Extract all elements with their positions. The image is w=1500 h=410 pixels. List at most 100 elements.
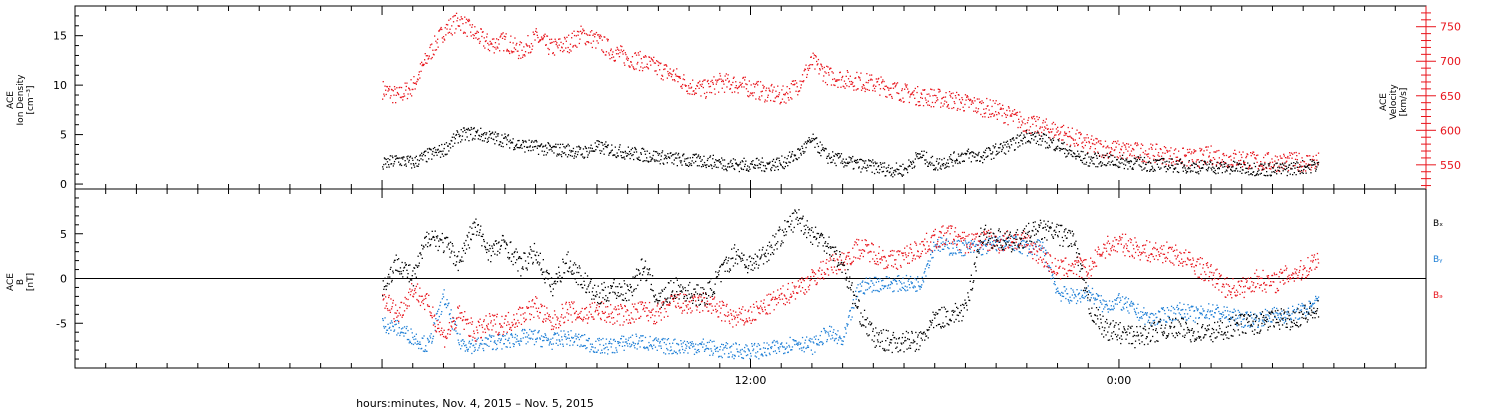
density-point bbox=[1058, 140, 1060, 142]
velocity-point bbox=[1309, 164, 1311, 166]
by-point bbox=[1112, 309, 1114, 311]
velocity-point bbox=[1245, 155, 1248, 157]
by-point bbox=[663, 352, 665, 354]
velocity-point bbox=[1094, 143, 1096, 146]
by-point bbox=[499, 333, 501, 336]
density-point bbox=[1172, 171, 1174, 173]
velocity-point bbox=[816, 64, 818, 66]
by-point bbox=[1192, 305, 1194, 308]
by-point bbox=[863, 292, 865, 294]
density-point bbox=[1155, 159, 1157, 161]
by-point bbox=[807, 345, 809, 347]
density-point bbox=[696, 157, 698, 159]
velocity-point bbox=[922, 89, 924, 91]
velocity-point bbox=[820, 63, 822, 65]
velocity-point bbox=[836, 79, 838, 81]
velocity-point bbox=[893, 83, 895, 85]
by-point bbox=[1169, 318, 1171, 321]
velocity-point bbox=[507, 50, 510, 52]
density-point bbox=[1234, 161, 1236, 163]
by-point bbox=[1206, 311, 1209, 313]
velocity-point bbox=[679, 76, 681, 78]
by-point bbox=[772, 350, 775, 353]
density-point bbox=[1058, 147, 1060, 149]
by-point bbox=[1013, 249, 1016, 252]
velocity-point bbox=[964, 94, 967, 96]
by-point bbox=[673, 339, 675, 341]
by-point bbox=[524, 329, 526, 331]
density-point bbox=[839, 156, 841, 158]
by-point bbox=[1104, 304, 1107, 306]
by-point bbox=[1156, 316, 1158, 318]
by-point bbox=[898, 280, 900, 282]
velocity-point bbox=[825, 72, 827, 74]
velocity-point bbox=[503, 50, 505, 52]
velocity-point bbox=[773, 86, 775, 88]
density-point bbox=[487, 140, 489, 142]
density-point bbox=[717, 166, 719, 169]
density-point bbox=[933, 164, 935, 167]
density-point bbox=[405, 163, 407, 165]
velocity-point bbox=[594, 36, 596, 38]
density-point bbox=[656, 160, 658, 162]
by-point bbox=[922, 279, 924, 281]
density-point bbox=[809, 141, 811, 144]
density-point bbox=[995, 143, 997, 145]
velocity-point bbox=[939, 90, 941, 92]
velocity-point bbox=[734, 91, 736, 93]
velocity-point bbox=[845, 83, 847, 85]
velocity-point bbox=[678, 76, 680, 79]
velocity-point bbox=[1095, 137, 1097, 140]
velocity-point bbox=[1157, 154, 1159, 156]
by-point bbox=[947, 246, 949, 249]
velocity-point bbox=[873, 84, 875, 86]
velocity-point bbox=[1294, 164, 1296, 167]
velocity-point bbox=[463, 31, 465, 33]
density-point bbox=[412, 163, 415, 165]
by-point bbox=[644, 336, 647, 339]
by-point bbox=[680, 343, 683, 345]
density-point bbox=[1108, 156, 1111, 158]
velocity-point bbox=[702, 86, 704, 89]
by-point bbox=[591, 346, 593, 348]
density-point bbox=[572, 150, 574, 152]
by-point bbox=[1290, 319, 1293, 321]
density-point bbox=[1156, 159, 1158, 161]
velocity-point bbox=[1246, 153, 1248, 155]
density-point bbox=[1143, 168, 1145, 170]
velocity-point bbox=[1016, 111, 1019, 114]
velocity-point bbox=[660, 62, 662, 64]
by-point bbox=[533, 330, 535, 332]
velocity-point bbox=[817, 58, 820, 61]
velocity-point bbox=[1106, 146, 1108, 148]
by-point bbox=[548, 339, 550, 341]
by-point bbox=[539, 338, 541, 340]
density-point bbox=[1217, 172, 1219, 174]
velocity-point bbox=[1034, 131, 1036, 133]
density-point bbox=[976, 159, 978, 162]
density-point bbox=[474, 138, 476, 140]
density-point bbox=[442, 155, 445, 157]
by-point bbox=[553, 334, 555, 336]
velocity-point bbox=[728, 81, 730, 83]
velocity-point bbox=[708, 83, 710, 85]
by-point bbox=[1005, 244, 1007, 247]
density-point bbox=[393, 160, 396, 163]
density-point bbox=[1042, 133, 1045, 135]
density-point bbox=[468, 140, 470, 142]
by-point bbox=[1269, 311, 1271, 314]
by-point bbox=[918, 286, 921, 288]
velocity-point bbox=[541, 37, 543, 40]
density-point bbox=[557, 143, 559, 146]
by-point bbox=[1111, 300, 1114, 303]
velocity-point bbox=[972, 102, 974, 104]
velocity-point bbox=[881, 81, 883, 83]
density-point bbox=[504, 133, 506, 135]
density-point bbox=[1186, 171, 1189, 173]
by-point bbox=[569, 344, 571, 347]
by-point bbox=[652, 340, 654, 342]
by-point bbox=[441, 311, 443, 313]
velocity-point bbox=[1028, 117, 1030, 119]
density-point bbox=[708, 165, 710, 167]
by-point bbox=[509, 346, 511, 348]
